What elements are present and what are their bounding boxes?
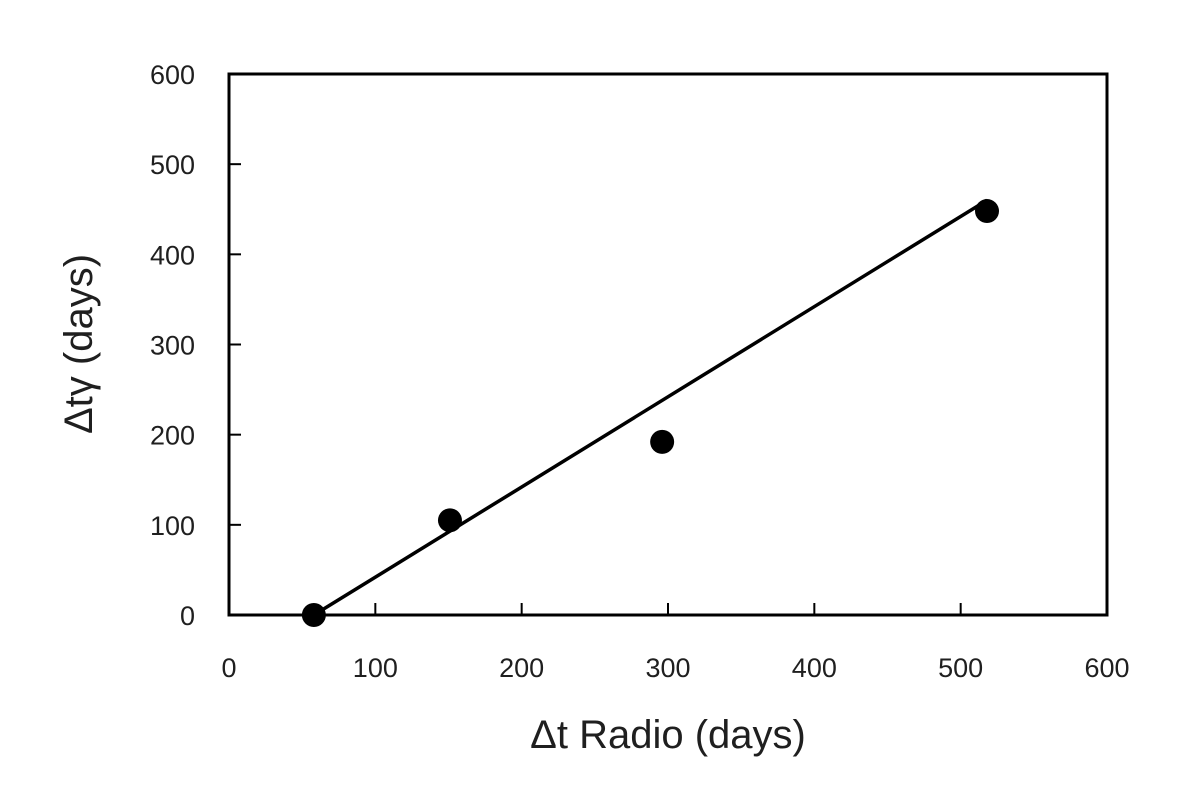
data-points (301, 199, 1000, 627)
y-tick-label: 0 (180, 601, 195, 631)
fit-line (312, 198, 988, 617)
y-tick-label: 100 (150, 511, 195, 541)
y-tick-label: 600 (150, 60, 195, 90)
fit-line-group (312, 198, 988, 617)
x-tick-label: 300 (645, 653, 690, 683)
y-tick-label: 500 (150, 150, 195, 180)
x-tick-label: 500 (938, 653, 983, 683)
y-tick-label: 300 (150, 331, 195, 361)
x-tick-label: 600 (1084, 653, 1129, 683)
x-axis-ticks: 0 100 200 300 400 500 600 (221, 603, 1130, 683)
y-tick-label: 200 (150, 421, 195, 451)
data-point (975, 199, 1000, 224)
x-axis-title: Δt Radio (days) (530, 713, 806, 757)
plot-frame (227, 72, 1109, 617)
x-tick-label: 400 (792, 653, 837, 683)
data-point (437, 508, 462, 533)
y-axis-title: Δtγ (days) (57, 254, 101, 434)
y-axis-ticks: 0 100 200 300 400 500 600 (150, 60, 241, 631)
y-tick-label: 400 (150, 240, 195, 270)
x-tick-label: 200 (499, 653, 544, 683)
x-tick-label: 0 (221, 653, 236, 683)
data-point (650, 429, 675, 454)
data-point (301, 603, 326, 627)
x-tick-label: 100 (353, 653, 398, 683)
